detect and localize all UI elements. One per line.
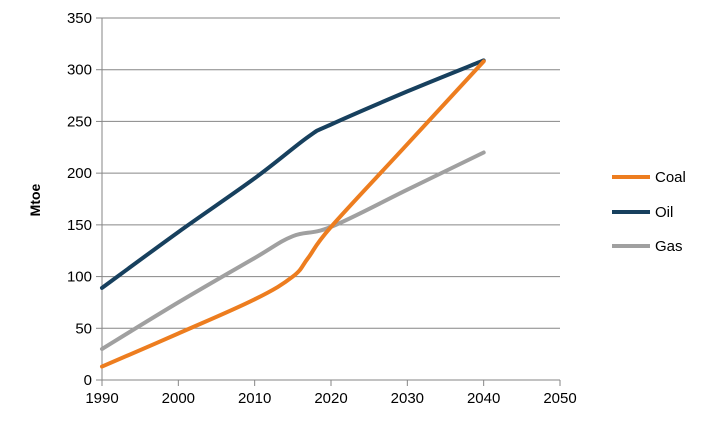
series-line-gas <box>100 150 486 351</box>
x-tick-label: 2000 <box>162 390 195 407</box>
legend-label-gas: Gas <box>655 238 683 255</box>
y-tick-label: 350 <box>67 10 92 27</box>
x-tick-label: 2050 <box>543 390 576 407</box>
legend-label-coal: Coal <box>655 169 686 186</box>
series-lines <box>100 58 486 369</box>
y-tick-label: 150 <box>67 217 92 234</box>
y-tick-label: 250 <box>67 113 92 130</box>
legend-label-oil: Oil <box>655 204 673 221</box>
x-tick-label: 2010 <box>238 390 271 407</box>
series-line-oil <box>100 58 486 290</box>
y-tick-label: 0 <box>84 372 92 389</box>
x-tick-label: 2020 <box>314 390 347 407</box>
x-tick-label: 2030 <box>391 390 424 407</box>
x-tick-label: 2040 <box>467 390 500 407</box>
y-axis-label: Mtoe <box>27 183 43 216</box>
x-tick-labels: 1990 2000 2010 2020 2030 2040 2050 <box>85 390 576 407</box>
y-tick-label: 100 <box>67 269 92 286</box>
x-tick-label: 1990 <box>85 390 118 407</box>
series-line-coal <box>100 59 486 369</box>
gridlines <box>96 17 560 381</box>
y-tick-label: 200 <box>67 165 92 182</box>
y-tick-label: 300 <box>67 62 92 79</box>
axes <box>101 18 561 386</box>
y-tick-labels: 0 50 100 150 200 250 300 350 <box>67 10 92 389</box>
y-tick-label: 50 <box>75 320 92 337</box>
legend: Coal Oil Gas <box>612 169 686 255</box>
